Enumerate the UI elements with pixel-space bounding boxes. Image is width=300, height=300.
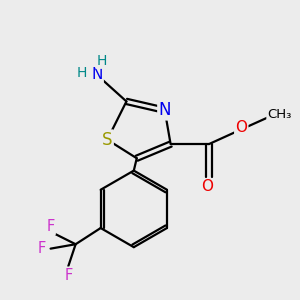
Text: N: N — [91, 68, 103, 82]
Text: CH₃: CH₃ — [267, 108, 292, 121]
Text: F: F — [64, 268, 72, 283]
Text: S: S — [102, 131, 112, 149]
Text: O: O — [201, 179, 213, 194]
Text: O: O — [235, 120, 247, 135]
Text: H: H — [96, 54, 106, 68]
Text: N: N — [158, 101, 171, 119]
Text: H: H — [77, 66, 88, 80]
Text: F: F — [46, 219, 55, 234]
Text: F: F — [38, 241, 46, 256]
